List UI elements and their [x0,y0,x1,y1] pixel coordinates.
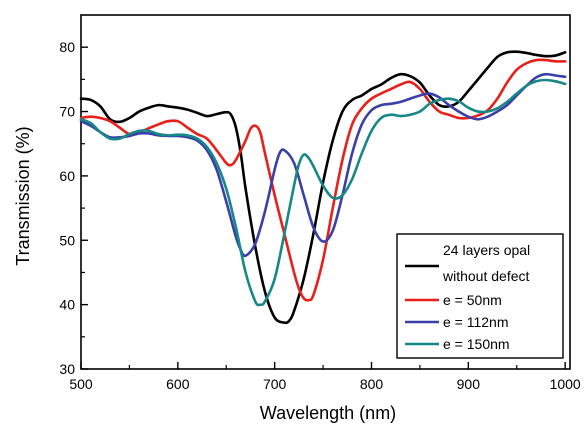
legend-item-no-defect-label: 24 layers opal [443,242,530,258]
x-tick-label: 900 [457,376,481,392]
x-tick-label: 700 [263,376,287,392]
y-tick-label: 50 [59,232,75,248]
x-axis-label: Wavelength (nm) [260,403,396,423]
legend-item-e150-label: e = 150nm [443,336,510,352]
legend-item-e50-label: e = 50nm [443,292,502,308]
plot-frame [80,14,571,370]
y-tick-label: 80 [59,39,75,55]
x-tick-label: 1000 [550,376,581,392]
series-layer [79,50,567,325]
y-axis-label: Transmission (%) [13,126,33,265]
series-e112-line [79,72,567,258]
legend-box [396,233,564,359]
axes-layer: 500 600 700 800 900 1000 30 40 50 60 70 80 [59,14,581,392]
series-no-defect-line [79,50,567,325]
legend: 24 layers opal without defect e = 50nm e = … [396,233,564,359]
legend-item-e112-label: e = 112nm [443,314,509,330]
y-tick-label: 60 [59,168,75,184]
legend-item-no-defect-label: without defect [442,268,529,284]
series-e150-line [79,78,567,307]
x-tick-label: 800 [360,376,384,392]
x-tick-label: 500 [69,376,93,392]
y-tick-label: 70 [59,104,75,120]
y-tick-label: 30 [59,361,75,377]
y-tick-label: 40 [59,297,75,313]
x-tick-label: 600 [166,376,190,392]
series-e50-line [79,58,567,302]
